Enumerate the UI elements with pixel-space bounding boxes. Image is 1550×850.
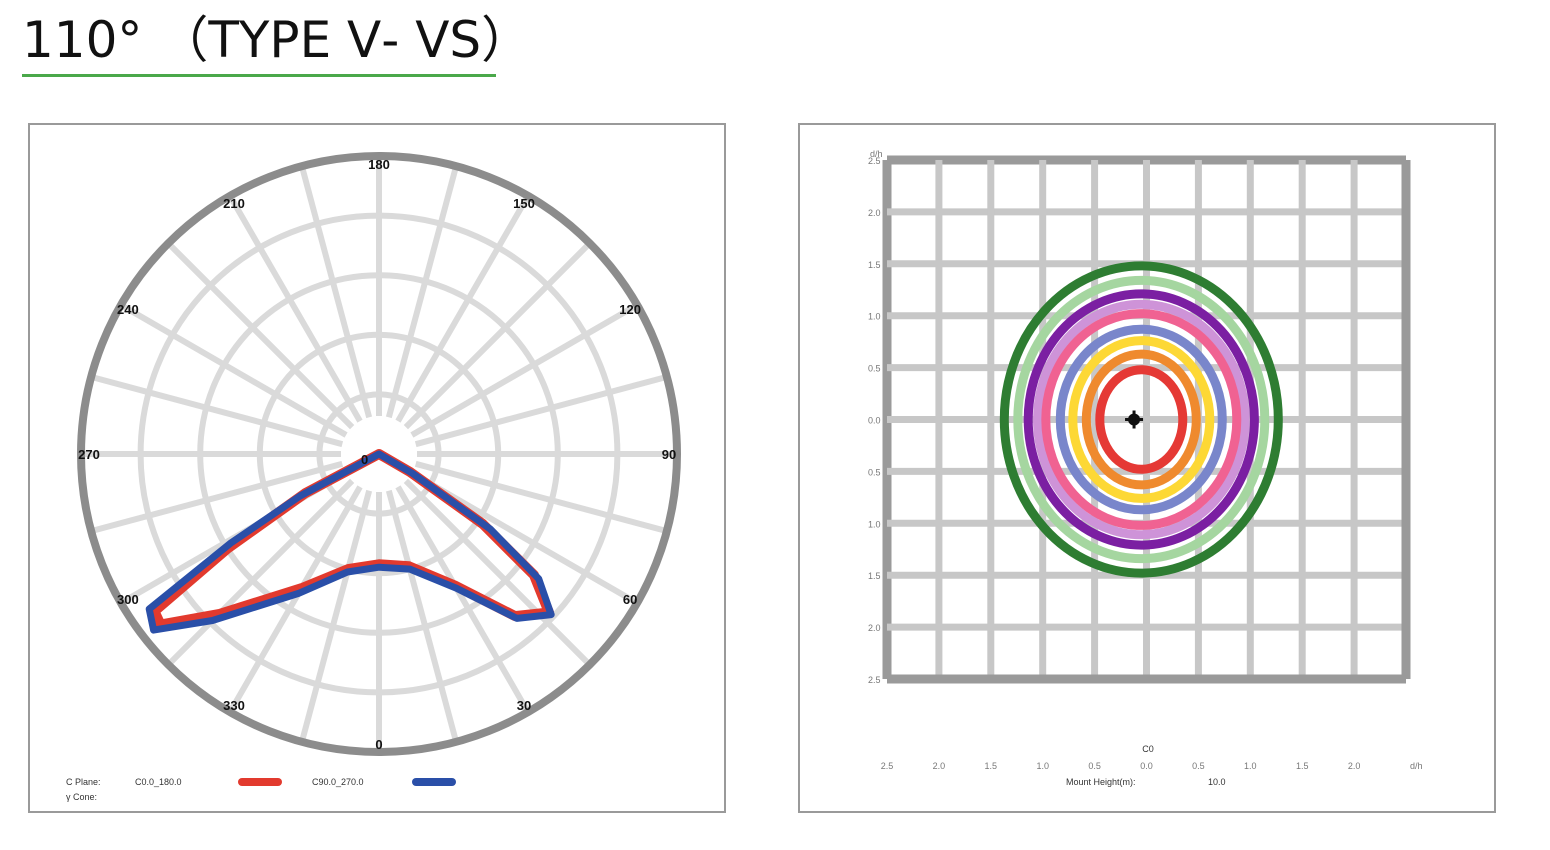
polar-ring [197, 272, 561, 636]
isolux-contour-5 [1041, 309, 1242, 530]
polar-angle-label: 330 [223, 698, 245, 713]
isolux-contours [999, 261, 1283, 578]
polar-spoke [385, 165, 460, 419]
x-tick-label: 2.5 [881, 761, 894, 771]
polar-outer-ring [77, 152, 681, 756]
y-tick-label: 0.0 [868, 416, 881, 426]
isolux-axis-labels: 2.5 2.0 1.5 1.0 0.5 0.0 0.5 1.0 1.5 2.0 2.5 2.5 2.0 1… [868, 156, 1360, 771]
polar-spoke [410, 302, 639, 438]
y-tick-label: 2.0 [868, 623, 881, 633]
y-tick-label: 0.5 [868, 467, 881, 477]
y-tick-label: 1.0 [868, 519, 881, 529]
polar-spoke [90, 373, 344, 448]
polar-angle-label: 210 [223, 196, 245, 211]
polar-angle-label: 0 [375, 737, 382, 752]
polar-angle-label: 150 [513, 196, 535, 211]
legend-c-plane-label: C Plane: [66, 777, 101, 787]
polar-legend: C Plane: γ Cone: C0.0_180.0 C90.0_270.0 [66, 777, 456, 802]
y-tick-label: 1.0 [868, 312, 881, 322]
polar-ring [256, 331, 502, 577]
polar-spoke [90, 460, 344, 535]
legend-series-1-name: C0.0_180.0 [135, 777, 182, 787]
legend-series-2-name: C90.0_270.0 [312, 777, 364, 787]
x-tick-label: 1.0 [1036, 761, 1049, 771]
polar-grid [77, 152, 681, 756]
polar-spoke [298, 489, 373, 743]
x-tick-label: 0.5 [1192, 761, 1205, 771]
polar-angle-label: 270 [78, 447, 100, 462]
polar-angle-label: 30 [517, 698, 531, 713]
x-axis-title: d/h [1410, 761, 1423, 771]
isolux-diagram: 2.5 2.0 1.5 1.0 0.5 0.0 0.5 1.0 1.5 2.0 2.5 2.5 2.0 1… [868, 149, 1423, 787]
polar-angle-label: 120 [619, 302, 641, 317]
legend-gamma-cone-label: γ Cone: [66, 792, 97, 802]
polar-spoke [414, 373, 668, 448]
center-plane-label: C0 [1142, 744, 1154, 754]
isolux-contour-3 [1023, 289, 1259, 550]
isolux-contour-2 [1013, 275, 1270, 564]
x-tick-label: 1.0 [1244, 761, 1257, 771]
title-underline [22, 74, 496, 77]
polar-spoke [403, 241, 592, 430]
polar-ring [316, 391, 442, 517]
isolux-contour-4 [1032, 299, 1250, 540]
isolux-chart-panel: 2.5 2.0 1.5 1.0 0.5 0.0 0.5 1.0 1.5 2.0 2.5 2.5 2.0 1… [798, 123, 1496, 813]
polar-spoke [166, 241, 355, 430]
mount-height-label: Mount Height(m): [1066, 777, 1136, 787]
polar-spoke [227, 194, 363, 423]
isolux-contour-8 [1081, 349, 1201, 490]
polar-angle-label: 300 [117, 592, 139, 607]
polar-spoke [385, 489, 460, 743]
polar-angle-label: 240 [117, 302, 139, 317]
polar-angle-label: 60 [623, 592, 637, 607]
polar-spoke [119, 302, 348, 438]
isolux-contour-7 [1068, 336, 1215, 503]
y-tick-label: 2.0 [868, 208, 881, 218]
polar-angle-label: 90 [662, 447, 676, 462]
polar-ring [137, 212, 621, 696]
x-tick-label: 0.0 [1140, 761, 1153, 771]
polar-spoke [166, 478, 355, 667]
polar-chart-panel: 180 150 120 90 60 30 0 330 300 270 240 210 0 C Plane… [28, 123, 726, 813]
polar-angle-label: 180 [368, 157, 390, 172]
polar-spoke [403, 478, 592, 667]
page-title: 110° （TYPE Ⅴ- VS） [22, 11, 532, 69]
y-tick-label: 1.5 [868, 260, 881, 270]
mount-height-value: 10.0 [1208, 777, 1226, 787]
y-tick-label: 0.5 [868, 364, 881, 374]
polar-spoke [395, 485, 531, 714]
polar-spoke [395, 194, 531, 423]
x-tick-label: 1.5 [985, 761, 998, 771]
polar-series-2-curve [145, 450, 555, 634]
isolux-contour-9 [1095, 365, 1188, 474]
x-tick-label: 2.0 [1348, 761, 1361, 771]
y-axis-title: d/h [870, 149, 883, 159]
isolux-contour-6 [1055, 324, 1227, 515]
y-tick-label: 1.5 [868, 571, 881, 581]
x-tick-label: 0.5 [1088, 761, 1101, 771]
y-tick-label: 2.5 [868, 675, 881, 685]
polar-center-label: 0 [361, 452, 368, 467]
polar-spoke [227, 485, 363, 714]
x-tick-label: 1.5 [1296, 761, 1309, 771]
y-tick-label: 2.5 [868, 156, 881, 166]
isolux-grid [882, 155, 1411, 684]
polar-series-1-curve [149, 449, 554, 630]
polar-spoke [298, 165, 373, 419]
isolux-contour-1 [999, 261, 1283, 578]
polar-spoke [414, 460, 668, 535]
polar-curves [145, 449, 555, 634]
x-tick-label: 2.0 [933, 761, 946, 771]
